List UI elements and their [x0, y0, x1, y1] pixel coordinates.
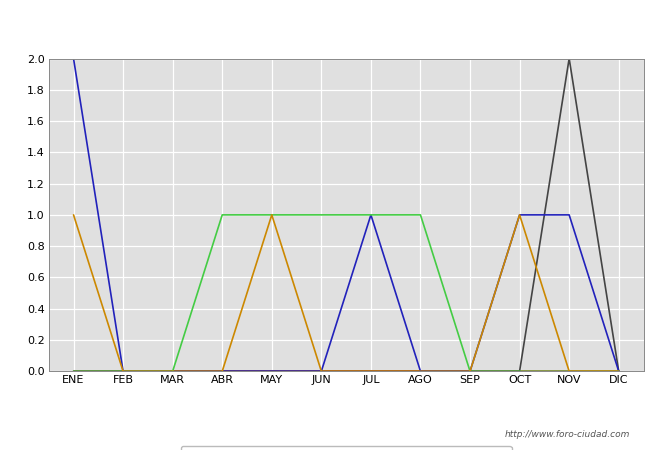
- Text: http://www.foro-ciudad.com: http://www.foro-ciudad.com: [505, 430, 630, 439]
- Legend: 2024, 2023, 2022, 2021, 2020: 2024, 2023, 2022, 2021, 2020: [181, 446, 512, 450]
- Text: Matriculaciones de Vehiculos en Merindad de Sotoscueva: Matriculaciones de Vehiculos en Merindad…: [94, 17, 556, 32]
